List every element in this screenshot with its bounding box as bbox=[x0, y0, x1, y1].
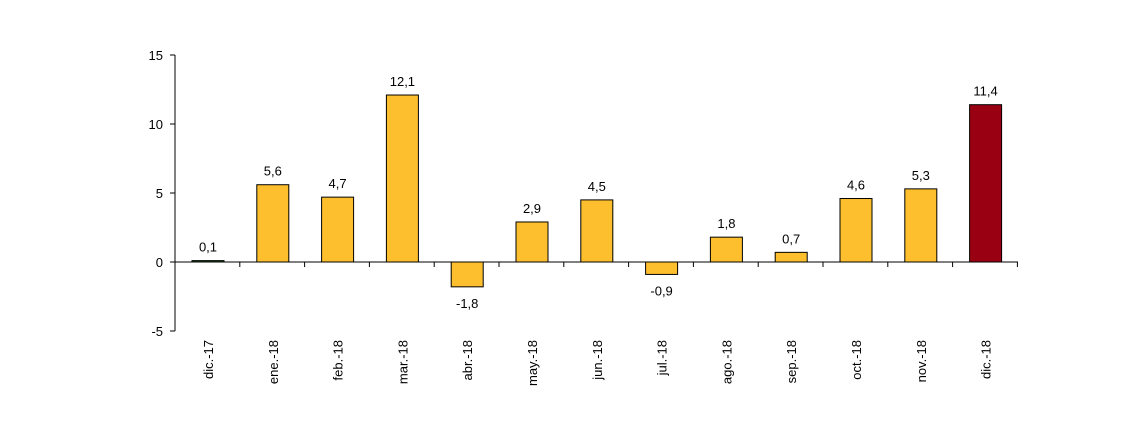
bar-dic.-18 bbox=[969, 104, 1003, 263]
data-label: 0,1 bbox=[199, 240, 217, 255]
bar-nov.-18 bbox=[904, 188, 938, 263]
data-label: 1,8 bbox=[717, 216, 735, 231]
x-axis: dic.-17 ene.-18 feb.-18 mar.-18 abr.-18 may.-… bbox=[174, 261, 1018, 386]
data-label: 4,6 bbox=[847, 178, 865, 193]
bar-oct.-18 bbox=[839, 198, 873, 263]
x-tick-label: abr.-18 bbox=[460, 340, 475, 380]
bar-jul.-18 bbox=[645, 261, 679, 275]
bar-sep.-18 bbox=[774, 251, 808, 263]
bar-jun.-18 bbox=[580, 199, 614, 263]
data-label: 11,4 bbox=[973, 84, 997, 99]
data-label: -0,9 bbox=[650, 283, 672, 298]
x-tick-label: ago.-18 bbox=[719, 340, 734, 384]
data-label: 4,7 bbox=[329, 176, 347, 191]
x-tick-label: dic.-17 bbox=[201, 340, 216, 379]
bar-ene.-18 bbox=[256, 184, 290, 263]
data-label: 12,1 bbox=[390, 74, 415, 89]
x-tick-label: may.-18 bbox=[525, 340, 540, 386]
x-tick-label: feb.-18 bbox=[331, 340, 346, 380]
data-label: 2,9 bbox=[523, 201, 541, 216]
x-tick-label: nov.-18 bbox=[914, 340, 929, 382]
x-tick-label: dic.-18 bbox=[979, 340, 994, 379]
bar-may.-18 bbox=[515, 221, 549, 263]
y-tick-label: 0 bbox=[156, 255, 163, 270]
bar-abr.-18 bbox=[450, 261, 484, 288]
y-axis: -5 0 5 10 15 bbox=[149, 48, 176, 339]
y-tick-label: 10 bbox=[149, 117, 163, 132]
x-tick-label: ene.-18 bbox=[266, 340, 281, 384]
data-labels: 0,1 5,6 4,7 12,1 -1,8 2,9 4,5 -0,9 1,8 0,7 4,6 5,3 1… bbox=[199, 74, 998, 311]
x-tick-label: jun.-18 bbox=[590, 340, 605, 381]
data-label: 0,7 bbox=[782, 231, 800, 246]
data-label: 5,3 bbox=[912, 168, 930, 183]
y-tick-label: -5 bbox=[151, 324, 163, 339]
bar-mar.-18 bbox=[385, 94, 419, 263]
bars bbox=[191, 94, 1003, 288]
x-tick-label: jul.-18 bbox=[655, 340, 670, 376]
data-label: 4,5 bbox=[588, 179, 606, 194]
y-tick-label: 15 bbox=[149, 48, 163, 63]
data-label: 5,6 bbox=[264, 164, 282, 179]
data-label: -1,8 bbox=[456, 296, 478, 311]
x-tick-label: mar.-18 bbox=[395, 340, 410, 384]
bar-ago.-18 bbox=[709, 236, 743, 263]
y-tick-label: 5 bbox=[156, 186, 163, 201]
x-tick-label: sep.-18 bbox=[784, 340, 799, 383]
x-tick-label: oct.-18 bbox=[849, 340, 864, 380]
bar-feb.-18 bbox=[321, 196, 355, 263]
